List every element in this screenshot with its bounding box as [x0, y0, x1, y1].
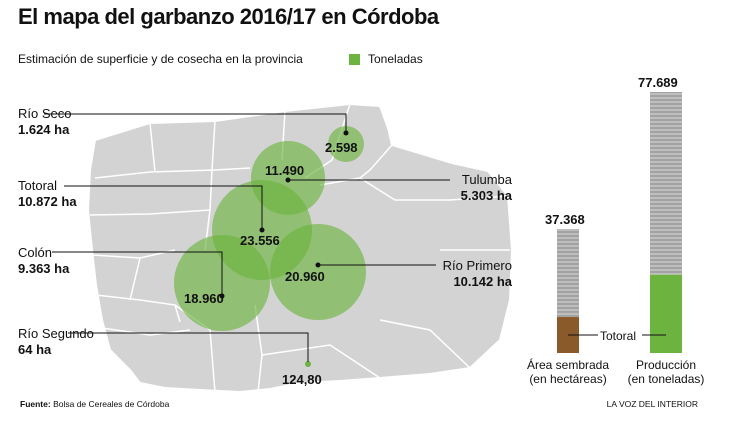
- region-label-tulumba: Tulumba 5.303 ha: [460, 172, 512, 203]
- department-borders: [89, 103, 510, 393]
- production-bar: [650, 92, 682, 353]
- production-bar-caption: Producción (en toneladas): [627, 358, 705, 386]
- legend-swatch: [349, 53, 360, 65]
- area-bar-caption: Área sembrada (en hectáreas): [526, 358, 610, 386]
- infographic-title: El mapa del garbanzo 2016/17 en Córdoba: [18, 4, 439, 29]
- source-note: Fuente: Bolsa de Cereales de Córdoba: [20, 399, 170, 409]
- publisher-credit: LA VOZ DEL INTERIOR: [606, 399, 698, 409]
- circle-rio-seco: [328, 126, 364, 162]
- production-bar-rest: [650, 92, 682, 275]
- totoral-bar-label: Totoral: [600, 329, 637, 343]
- area-bar-total: 37.368: [545, 212, 585, 227]
- tons-tulumba: 11.490: [265, 163, 305, 178]
- region-label-totoral: Totoral 10.872 ha: [18, 178, 77, 209]
- region-label-colon: Colón 9.363 ha: [18, 245, 70, 276]
- legend-label: Toneladas: [368, 52, 423, 66]
- region-label-rio-segundo: Río Segundo 64 ha: [18, 326, 94, 357]
- production-bar-totoral: [650, 274, 682, 353]
- legend: Toneladas: [349, 52, 423, 66]
- circle-rio-segundo: [305, 361, 311, 367]
- tons-rio-segundo: 124,80: [282, 372, 322, 387]
- subtitle: Estimación de superficie y de cosecha en…: [18, 52, 303, 66]
- circle-rio-primero: [270, 224, 366, 320]
- production-bar-total: 77.689: [638, 75, 678, 90]
- tons-rio-primero: 20.960: [285, 269, 325, 284]
- region-label-rio-seco: Río Seco 1.624 ha: [18, 106, 72, 137]
- tons-rio-seco: 2.598: [325, 140, 358, 155]
- region-label-rio-primero: Río Primero 10.142 ha: [442, 258, 512, 289]
- tons-totoral: 23.556: [240, 233, 280, 248]
- area-bar-rest: [557, 229, 579, 318]
- leader-lines: [44, 113, 450, 362]
- leader-dots: [219, 130, 349, 299]
- tons-colon: 18.960: [184, 291, 224, 306]
- area-bar: [557, 229, 579, 353]
